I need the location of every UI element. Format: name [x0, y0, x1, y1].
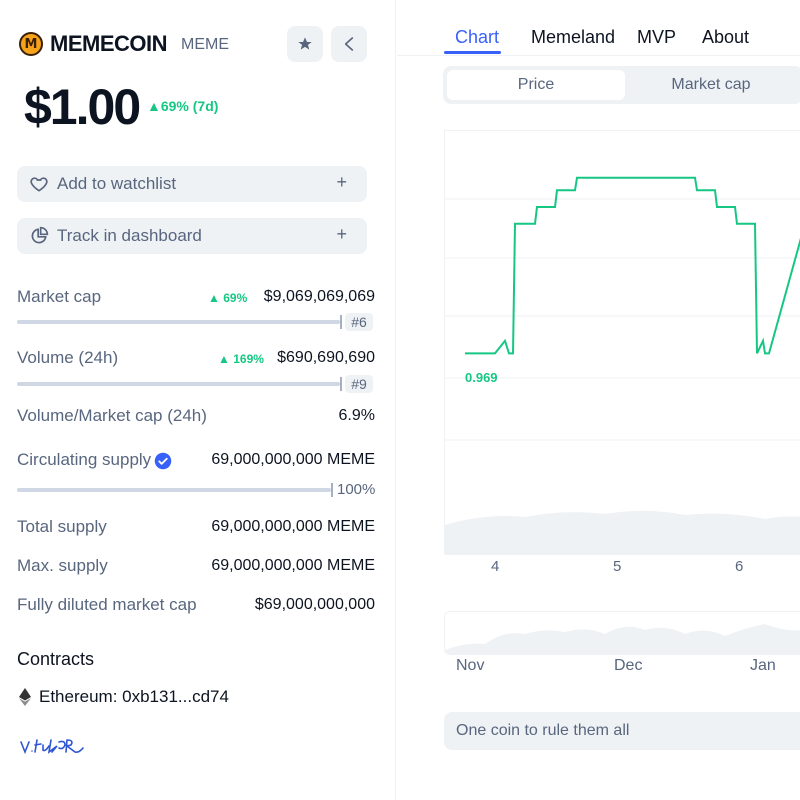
stat-circulating-supply: Circulating supply 69,000,000,000 MEME [17, 450, 375, 474]
coin-logo: M [19, 32, 43, 56]
pie-chart-icon [31, 226, 49, 244]
stat-label: Fully diluted market cap [17, 595, 197, 614]
coin-price: $1.00 [24, 79, 141, 135]
stat-change: ▲ 169% [218, 352, 264, 366]
price-change-text: 69% (7d) [160, 98, 219, 114]
rank-badge: #9 [345, 375, 373, 393]
stat-value: 69,000,000,000 MEME [211, 557, 375, 574]
navigator-label: Dec [614, 657, 643, 674]
stat-label: Volume/Market cap (24h) [17, 406, 207, 425]
ethereum-contract-link[interactable]: Ethereum: 0xb131...cd74 [19, 687, 229, 707]
volume-bar [17, 377, 342, 391]
price-line [465, 176, 800, 355]
track-in-dashboard-button[interactable]: Track in dashboard + [17, 218, 367, 254]
volume-area [445, 510, 800, 555]
stat-change: ▲ 69% [208, 291, 248, 305]
x-tick-label: 5 [613, 558, 622, 575]
chart-min-annotation: 0.969 [465, 370, 498, 385]
chart-panel: Chart Memeland MVP About Price Market ca… [397, 0, 800, 800]
contracts-title: Contracts [17, 649, 95, 669]
signature-mark [20, 739, 84, 755]
track-in-dashboard-label: Track in dashboard [57, 226, 202, 245]
stat-label: Circulating supply [17, 450, 152, 469]
tab-chart[interactable]: Chart [455, 27, 500, 47]
stat-fully-diluted-market-cap: Fully diluted market cap $69,000,000,000 [17, 595, 375, 619]
stat-label: Max. supply [17, 556, 108, 575]
chart-type-toggle: Price Market cap [443, 66, 800, 104]
rank-badge: #6 [345, 313, 373, 331]
stat-label: Volume (24h) [17, 348, 119, 367]
stat-total-supply: Total supply 69,000,000,000 MEME [17, 517, 375, 541]
stat-volume: Volume (24h) ▲ 169% $690,690,690 [17, 348, 375, 372]
active-tab-indicator [444, 51, 501, 54]
stat-max-supply: Max. supply 69,000,000,000 MEME [17, 556, 375, 580]
circulating-percent: 100% [337, 481, 376, 498]
stat-value: $690,690,690 [277, 349, 375, 366]
toggle-market-cap[interactable]: Market cap [671, 76, 751, 93]
navigator-area [445, 624, 800, 654]
watchlist-star-button[interactable] [287, 26, 323, 62]
tab-mvp[interactable]: MVP [637, 27, 677, 47]
stat-value: $69,000,000,000 [254, 596, 375, 613]
add-to-watchlist-label: Add to watchlist [57, 174, 177, 193]
stat-value: $9,069,069,069 [263, 288, 375, 305]
chart-navigator[interactable] [444, 611, 800, 655]
coin-description: One coin to rule them all [444, 712, 800, 750]
price-change-7d: ▲69% (7d) [147, 98, 219, 114]
tab-bar: Chart Memeland MVP About [397, 0, 800, 56]
toggle-price[interactable]: Price [447, 70, 625, 100]
stat-label: Market cap [17, 287, 102, 306]
verified-icon [154, 452, 172, 475]
plus-icon: + [336, 172, 347, 192]
stat-value: 69,000,000,000 MEME [211, 518, 375, 535]
coin-symbol: MEME [181, 36, 229, 53]
coin-logo-letter: M [24, 36, 38, 52]
share-icon [344, 37, 354, 51]
stat-change-text: 169% [233, 352, 264, 366]
stat-volume-market-cap: Volume/Market cap (24h) 6.9% [17, 406, 375, 430]
price-chart-area[interactable]: 0.969 [444, 130, 800, 555]
navigator-label: Jan [750, 657, 776, 674]
price-chart: 0.969 [445, 176, 800, 555]
plus-icon: + [336, 224, 347, 244]
coin-info-panel: M MEMECOIN MEME $1.00 ▲69% (7d) Add to w… [0, 0, 396, 800]
add-to-watchlist-button[interactable]: Add to watchlist + [17, 166, 367, 202]
tab-about[interactable]: About [702, 27, 750, 47]
circulating-supply-fill [17, 488, 331, 492]
stat-value: 69,000,000,000 MEME [211, 451, 375, 468]
x-tick-label: 6 [735, 558, 744, 575]
market-cap-bar [17, 315, 342, 329]
ethereum-icon [19, 688, 31, 706]
stat-value: 6.9% [338, 407, 375, 424]
share-button[interactable] [331, 26, 367, 62]
tab-memeland[interactable]: Memeland [531, 27, 616, 47]
stat-change-text: 69% [223, 291, 248, 305]
stat-market-cap: Market cap ▲ 69% $9,069,069,069 [17, 287, 375, 311]
x-tick-label: 4 [491, 558, 500, 575]
ethereum-contract-text: Ethereum: 0xb131...cd74 [39, 687, 229, 706]
coin-name: MEMECOIN [50, 31, 168, 56]
circulating-supply-bar [17, 483, 333, 497]
stat-label: Total supply [17, 517, 107, 536]
navigator-label: Nov [456, 657, 485, 674]
heart-icon [30, 177, 48, 192]
star-icon [298, 37, 312, 50]
